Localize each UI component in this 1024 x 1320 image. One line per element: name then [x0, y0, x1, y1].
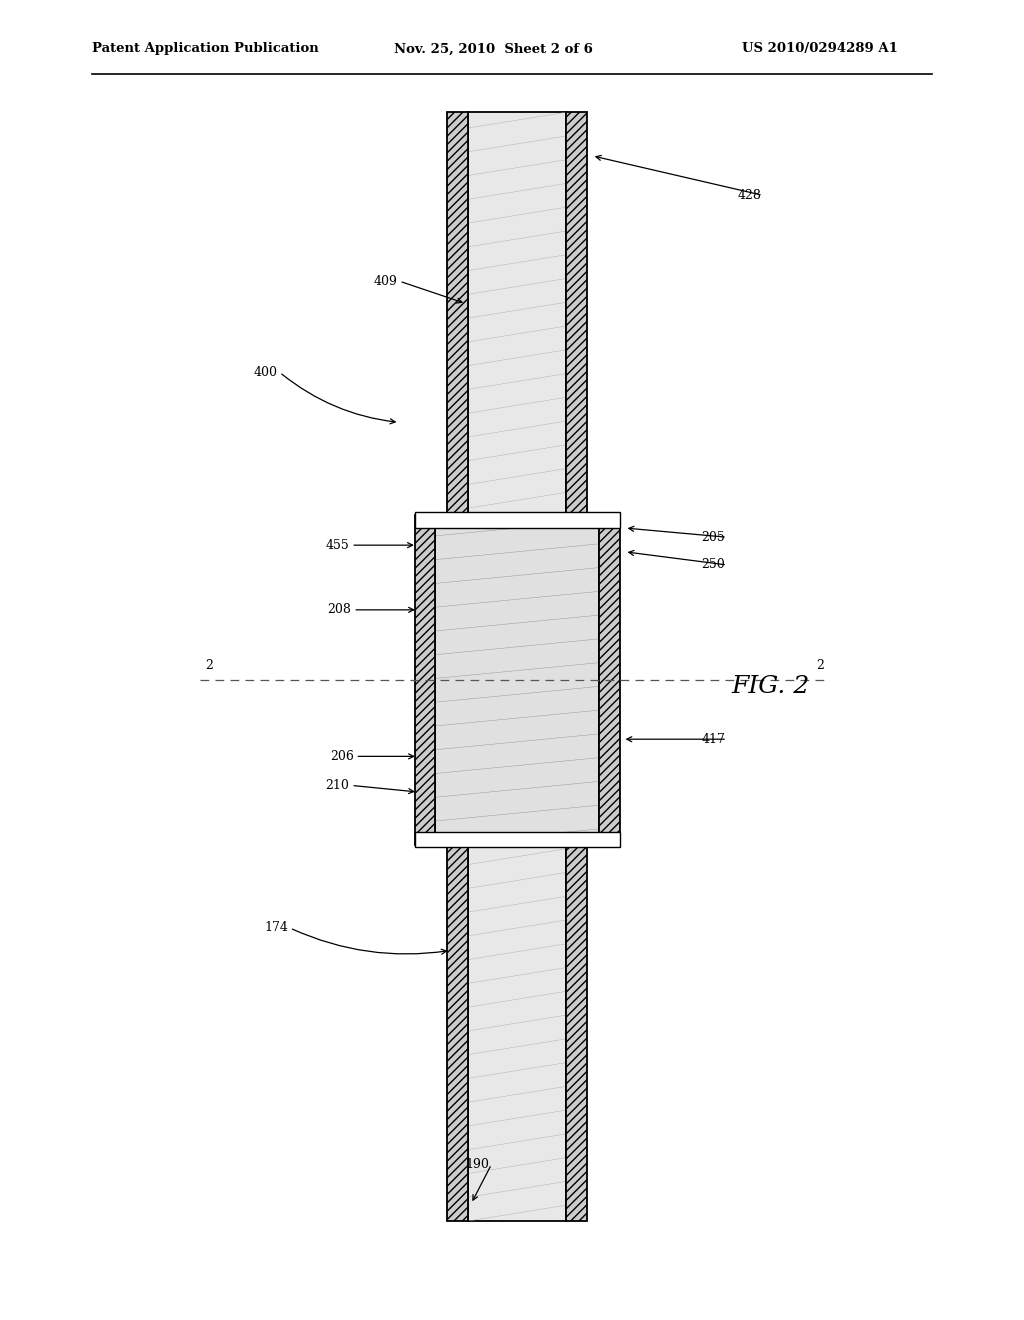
- Text: FIG. 2: FIG. 2: [731, 675, 809, 698]
- Bar: [435, 515, 599, 845]
- Text: 400: 400: [254, 366, 278, 379]
- Text: Nov. 25, 2010  Sheet 2 of 6: Nov. 25, 2010 Sheet 2 of 6: [394, 42, 593, 55]
- Text: 174: 174: [264, 921, 288, 935]
- Bar: [447, 112, 468, 1221]
- Text: 428: 428: [737, 189, 761, 202]
- Text: 455: 455: [326, 539, 349, 552]
- Text: 206: 206: [330, 750, 353, 763]
- Text: 210: 210: [326, 779, 349, 792]
- Text: 205: 205: [701, 531, 725, 544]
- Text: US 2010/0294289 A1: US 2010/0294289 A1: [742, 42, 898, 55]
- Text: 208: 208: [328, 603, 351, 616]
- Bar: [468, 112, 566, 1221]
- Text: 190: 190: [466, 1158, 489, 1171]
- Text: 2: 2: [816, 659, 824, 672]
- Bar: [566, 112, 587, 1221]
- Bar: [415, 832, 620, 847]
- Bar: [415, 515, 435, 845]
- Bar: [415, 512, 620, 528]
- Text: 2: 2: [205, 659, 213, 672]
- Text: Patent Application Publication: Patent Application Publication: [92, 42, 318, 55]
- Bar: [599, 515, 620, 845]
- Text: 417: 417: [701, 733, 725, 746]
- Text: 250: 250: [701, 558, 725, 572]
- Text: 409: 409: [374, 275, 397, 288]
